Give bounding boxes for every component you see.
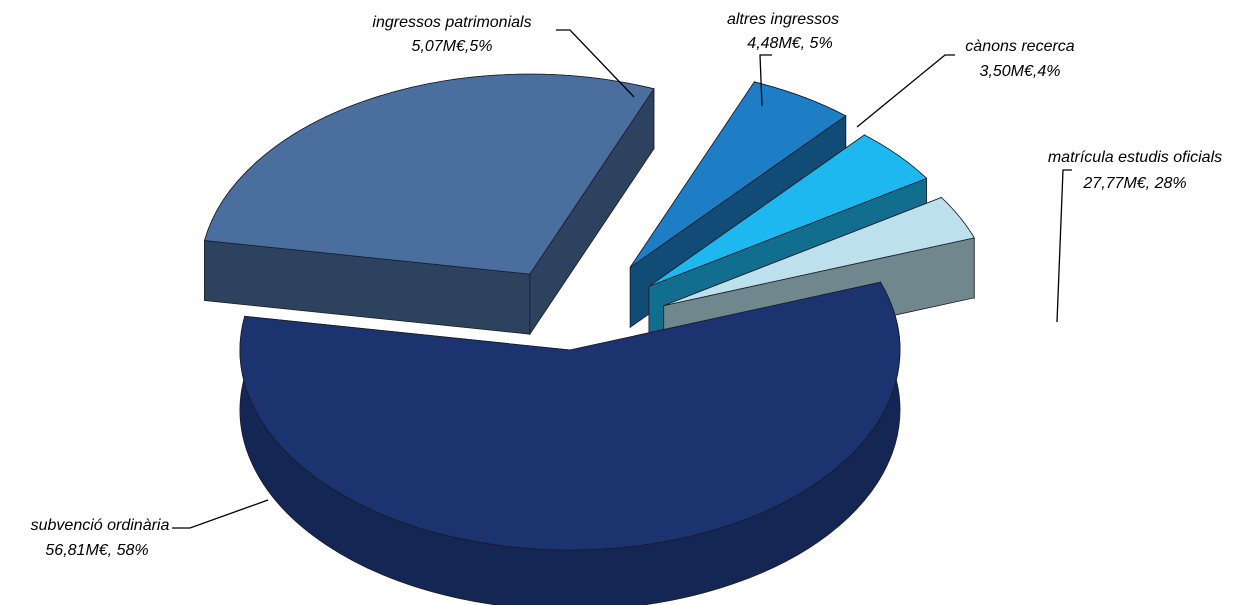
slice-value-patrimonials: 5,07M€,5%: [412, 38, 493, 55]
slice-label-canons: cànons recerca: [965, 38, 1074, 55]
slice-label-altres: altres ingressos: [727, 11, 839, 28]
pie-slice-top-2: [629, 81, 847, 268]
slice-label-patrimonials: ingressos patrimonials: [372, 14, 531, 31]
pie-slice-1: [204, 73, 655, 336]
slice-label-matricula: matrícula estudis oficials: [1048, 149, 1222, 166]
pie-slices: [204, 73, 975, 605]
leader-line-subvencio: [172, 499, 269, 529]
leader-line-canons: [856, 54, 955, 128]
slice-value-subvencio: 56,81M€, 58%: [45, 542, 148, 559]
leader-line-patrimonials: [556, 29, 635, 98]
pie-slice-0: [239, 280, 901, 605]
leader-line-matricula: [1056, 169, 1072, 323]
slice-labels: subvenció ordinària 56,81M€, 58% matrícu…: [31, 11, 1223, 559]
leader-line-altres: [759, 54, 772, 107]
slice-value-altres: 4,48M€, 5%: [747, 35, 832, 52]
pie-slice-top-4: [663, 197, 975, 306]
slice-value-canons: 3,50M€,4%: [980, 63, 1061, 80]
slice-label-subvencio: subvenció ordinària: [31, 517, 170, 534]
pie-slice-top-3: [648, 134, 928, 287]
pie-slice-top-0: [239, 281, 901, 551]
slice-value-matricula: 27,77M€, 28%: [1082, 175, 1186, 192]
pie-slice-top-1: [204, 73, 655, 275]
